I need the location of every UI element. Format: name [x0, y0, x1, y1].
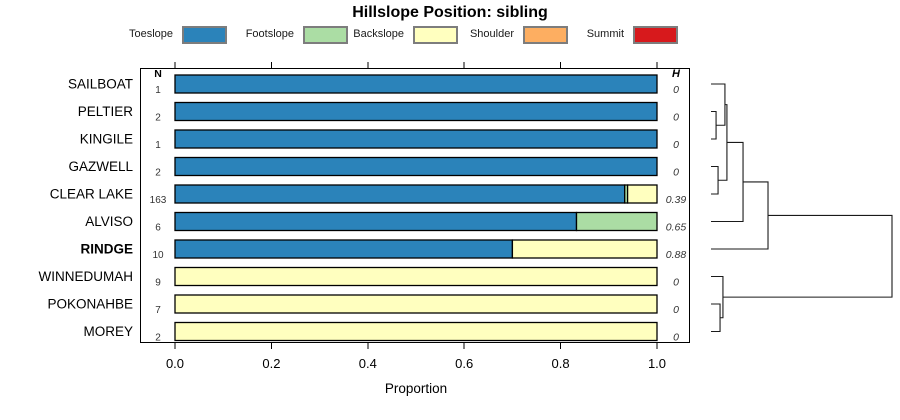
bar-segment-toeslope [174, 129, 658, 149]
bar-segment-toeslope [174, 74, 658, 94]
bar-segment-backslope [511, 239, 658, 259]
row-labels: SAILBOAT PELTIER KINGILE GAZWELL CLEAR LAKE A… [39, 77, 134, 340]
row-label: WINNEDUMAH [39, 269, 134, 284]
row-label: PELTIER [78, 104, 134, 119]
h-value: 0 [673, 277, 679, 289]
h-column: H 0 0 0 0 0.39 0.65 0.88 0 0 0 [666, 68, 687, 344]
legend-swatch-footslope [303, 26, 348, 44]
row-label: CLEAR LAKE [50, 187, 133, 202]
legend-swatch-shoulder [523, 26, 568, 44]
h-value: 0 [673, 84, 679, 96]
h-value: 0.65 [666, 222, 687, 234]
bar-segment-toeslope [174, 184, 626, 204]
axis-tick-labels: 0.0 0.2 0.4 0.6 0.8 1.0 [166, 356, 666, 371]
n-value: 2 [155, 333, 161, 344]
bar-segment-footslope [575, 211, 658, 232]
n-value: 1 [155, 140, 161, 151]
plot-box [140, 68, 690, 343]
row-label: RINDGE [80, 242, 133, 257]
legend-swatch-summit [633, 26, 678, 44]
legend-swatch-backslope [413, 26, 458, 44]
bar-segment-backslope [174, 321, 658, 342]
n-column: N 1 2 1 2 163 6 10 9 7 2 [150, 68, 167, 344]
row-label: ALVISO [85, 214, 133, 229]
x-tick-label: 0.0 [166, 356, 184, 371]
bars-group [174, 74, 658, 342]
bar-segment-toeslope [174, 239, 514, 259]
dendrogram-link [711, 181, 769, 250]
row-label: KINGILE [80, 132, 133, 147]
row-label: MOREY [83, 324, 133, 339]
legend-label-summit: Summit [586, 28, 624, 40]
n-value: 163 [150, 195, 167, 206]
bar-segment-backslope [626, 184, 658, 204]
chart-title: Hillslope Position: sibling [352, 4, 548, 21]
legend-label-footslope: Footslope [245, 28, 294, 40]
x-tick-label: 1.0 [648, 356, 666, 371]
x-tick-label: 0.6 [455, 356, 473, 371]
bar-segment-toeslope [174, 101, 658, 122]
dendrogram-link [711, 83, 726, 126]
x-axis-title: Proportion [385, 381, 447, 396]
h-value: 0.39 [666, 194, 687, 206]
dendrogram-link [718, 104, 728, 181]
dendrogram [711, 83, 893, 333]
dendrogram-link [711, 303, 721, 333]
bar-segment-toeslope [174, 211, 578, 232]
row-label: SAILBOAT [68, 77, 133, 92]
h-value: 0 [673, 139, 679, 151]
dendrogram-link [711, 165, 719, 195]
x-tick-label: 0.4 [359, 356, 377, 371]
n-value: 6 [155, 223, 161, 234]
x-tick-label: 0.2 [262, 356, 280, 371]
h-column-header: H [672, 68, 681, 80]
n-value: 2 [155, 168, 161, 179]
h-value: 0 [673, 167, 679, 179]
n-value: 9 [155, 278, 161, 289]
h-value: 0 [673, 112, 679, 124]
legend: Toeslope Footslope Backslope Shoulder Summit [0, 0, 900, 50]
n-column-header: N [154, 68, 162, 80]
bar-segment-toeslope [174, 156, 658, 177]
dendrogram-link [711, 110, 717, 140]
n-value: 2 [155, 113, 161, 124]
h-value: 0.88 [666, 249, 687, 261]
dendrogram-link [722, 214, 893, 298]
row-label: POKONAHBE [47, 297, 133, 312]
legend-label-backslope: Backslope [353, 28, 404, 40]
axis-ticks [174, 62, 658, 349]
h-value: 0 [673, 332, 679, 344]
legend-swatch-toeslope [182, 26, 227, 44]
bar-segment-backslope [174, 294, 658, 314]
legend-label-toeslope: Toeslope [128, 28, 173, 40]
row-label: GAZWELL [68, 159, 133, 174]
n-value: 1 [155, 85, 161, 96]
x-tick-label: 0.8 [552, 356, 570, 371]
n-value: 10 [152, 250, 164, 261]
dendrogram-link [711, 275, 724, 319]
legend-label-shoulder: Shoulder [469, 28, 514, 40]
h-value: 0 [673, 304, 679, 316]
bar-segment-backslope [174, 266, 658, 287]
n-value: 7 [155, 305, 161, 316]
